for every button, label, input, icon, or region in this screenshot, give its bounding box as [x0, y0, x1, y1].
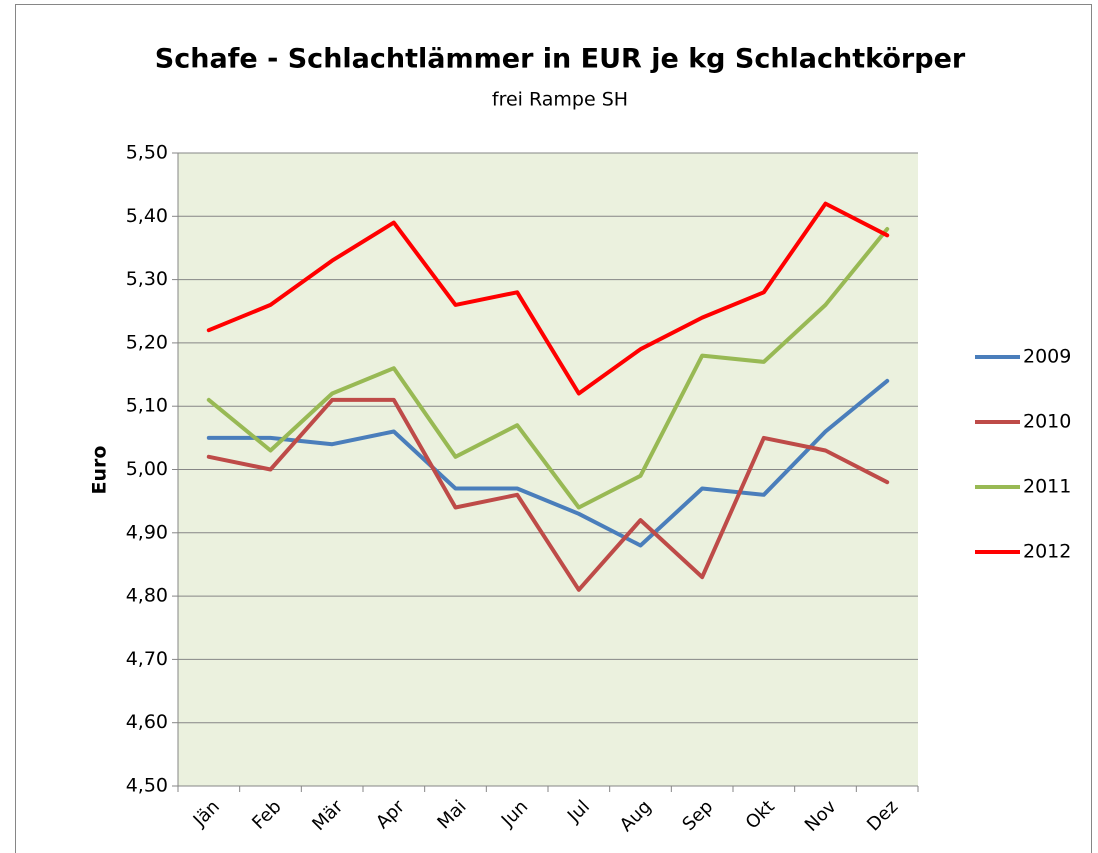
legend-label: 2012 [1023, 541, 1071, 563]
legend-label: 2011 [1023, 476, 1071, 498]
data-line [206, 227, 890, 510]
y-tick-label: 4,50 [126, 775, 168, 797]
legend-label: 2009 [1023, 346, 1071, 368]
data-line [206, 201, 890, 396]
chart-title: Schafe - Schlachtlämmer in EUR je kg Sch… [155, 44, 966, 75]
y-tick-label: 5,30 [126, 268, 168, 290]
y-tick-label: 4,90 [126, 521, 168, 543]
y-tick-label: 5,00 [126, 458, 168, 480]
chart-subtitle: frei Rampe SH [492, 89, 628, 111]
y-tick-label: 4,80 [126, 585, 168, 607]
y-tick-label: 5,40 [126, 205, 168, 227]
y-tick-label: 5,10 [126, 395, 168, 417]
y-axis-label: Euro [89, 446, 111, 495]
y-tick-label: 4,60 [126, 711, 168, 733]
data-line [206, 378, 890, 548]
y-tick-label: 5,20 [126, 331, 168, 353]
legend-label: 2010 [1023, 411, 1071, 433]
y-tick-label: 4,70 [126, 648, 168, 670]
data-line [206, 397, 890, 592]
y-tick-label: 5,50 [126, 142, 168, 164]
